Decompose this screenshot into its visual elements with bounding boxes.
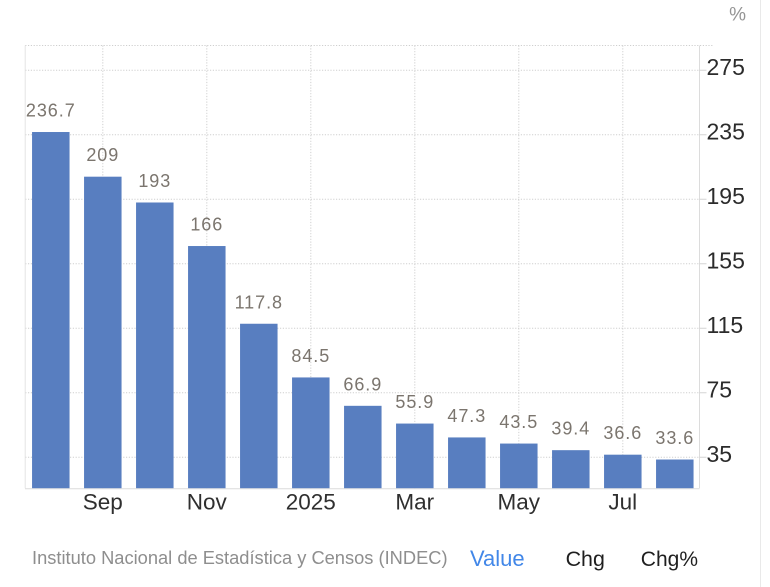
svg-text:Instituto Nacional de Estadíst: Instituto Nacional de Estadística y Cens…	[32, 547, 448, 568]
svg-text:36.6: 36.6	[603, 423, 642, 443]
svg-text:235: 235	[707, 119, 745, 145]
svg-text:33.6: 33.6	[655, 428, 694, 448]
svg-text:Chg%: Chg%	[641, 548, 698, 571]
svg-text:Mar: Mar	[395, 489, 434, 514]
svg-text:155: 155	[707, 248, 745, 274]
svg-text:47.3: 47.3	[447, 406, 486, 426]
svg-text:Nov: Nov	[187, 489, 228, 514]
svg-text:115: 115	[707, 312, 744, 338]
svg-text:Chg: Chg	[566, 547, 605, 571]
svg-text:35: 35	[707, 441, 733, 467]
svg-text:275: 275	[707, 54, 745, 80]
svg-text:236.7: 236.7	[26, 101, 76, 121]
svg-text:117.8: 117.8	[235, 292, 283, 312]
svg-text:%: %	[729, 5, 746, 26]
svg-text:84.5: 84.5	[291, 346, 330, 366]
svg-text:193: 193	[138, 171, 171, 191]
svg-text:66.9: 66.9	[343, 374, 382, 394]
svg-text:43.5: 43.5	[499, 412, 538, 432]
svg-text:209: 209	[86, 145, 119, 165]
svg-text:May: May	[498, 489, 541, 514]
svg-text:Sep: Sep	[83, 489, 123, 514]
svg-text:55.9: 55.9	[395, 392, 434, 412]
svg-text:195: 195	[707, 183, 745, 209]
svg-text:Jul: Jul	[608, 489, 637, 514]
svg-text:Value: Value	[470, 546, 525, 571]
svg-text:75: 75	[707, 377, 733, 403]
svg-text:166: 166	[190, 215, 223, 235]
svg-text:39.4: 39.4	[551, 419, 590, 439]
svg-text:2025: 2025	[286, 489, 336, 514]
